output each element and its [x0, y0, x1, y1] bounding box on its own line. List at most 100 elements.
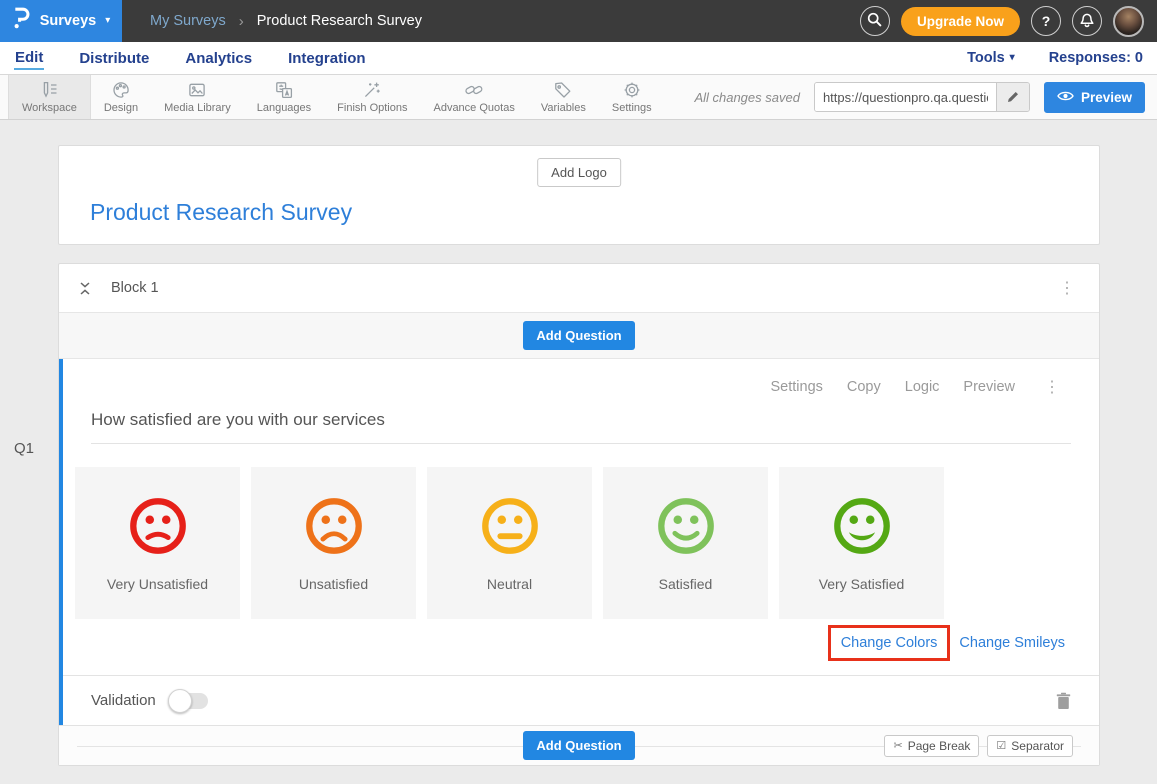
- tool-label: Languages: [256, 102, 312, 114]
- tool-label: Variables: [540, 102, 586, 114]
- add-question-button-top[interactable]: Add Question: [523, 321, 635, 350]
- question-settings-link[interactable]: Settings: [770, 379, 823, 395]
- question-logic-link[interactable]: Logic: [904, 379, 940, 395]
- block-menu-icon[interactable]: ⋮: [1059, 280, 1075, 297]
- chevron-down-icon: ▾: [105, 15, 111, 26]
- tool-finish-options[interactable]: Finish Options: [324, 75, 420, 119]
- option-label: Unsatisfied: [298, 575, 369, 592]
- block-header: Block 1 ⋮: [59, 264, 1099, 313]
- topbar-actions: Upgrade Now ?: [859, 5, 1157, 37]
- add-question-row-top: Add Question: [59, 313, 1099, 359]
- option-label: Satisfied: [658, 575, 713, 592]
- sad-face-icon: [129, 497, 186, 554]
- question-q1: Settings Copy Logic Preview ⋮ How satisf…: [59, 359, 1099, 725]
- footer-buttons: ✂ Page Break ☑ Separator: [884, 734, 1073, 757]
- tool-advance-quotas[interactable]: Advance Quotas: [420, 75, 527, 119]
- question-number-label: Q1: [14, 440, 35, 457]
- change-smileys-link[interactable]: Change Smileys: [959, 635, 1065, 651]
- toolbar-right: All changes saved Preview: [694, 75, 1157, 119]
- change-colors-link[interactable]: Change Colors: [840, 635, 938, 651]
- questionpro-logo-icon: [12, 6, 31, 36]
- translate-icon: [274, 80, 294, 99]
- eye-icon: [1057, 90, 1074, 105]
- tab-edit[interactable]: Edit: [14, 46, 45, 70]
- workspace-icon: [39, 80, 59, 99]
- magic-wand-icon: [362, 80, 382, 99]
- toggle-knob: [167, 688, 192, 713]
- bell-icon: [1079, 11, 1095, 31]
- page-break-button[interactable]: ✂ Page Break: [884, 734, 980, 757]
- tool-design[interactable]: Design: [91, 75, 151, 119]
- question-copy-link[interactable]: Copy: [846, 379, 881, 395]
- block-footer-row: Add Question ✂ Page Break ☑ Separator: [59, 725, 1099, 765]
- surveys-menu-label: Surveys: [39, 13, 97, 29]
- block-title[interactable]: Block 1: [111, 280, 159, 296]
- smiley-scale: Very Unsatisfied Unsatisfied: [75, 467, 1099, 619]
- question-text-field[interactable]: How satisfied are you with our services: [91, 410, 1071, 444]
- grin-face-icon: [833, 497, 890, 554]
- delete-question-button[interactable]: [1056, 692, 1071, 710]
- edit-url-button[interactable]: [995, 83, 1029, 111]
- tool-workspace[interactable]: Workspace: [8, 75, 91, 119]
- search-button[interactable]: [859, 6, 890, 36]
- help-button[interactable]: ?: [1031, 6, 1061, 36]
- question-preview-link[interactable]: Preview: [963, 379, 1015, 395]
- option-very-satisfied[interactable]: Very Satisfied: [779, 467, 944, 619]
- question-menu-icon[interactable]: ⋮: [1044, 379, 1060, 396]
- survey-header-card: Add Logo Product Research Survey: [58, 145, 1100, 245]
- editor-toolbar: Workspace Design Media Library Languages…: [0, 75, 1157, 120]
- app-logo-menu[interactable]: Surveys ▾: [0, 0, 122, 42]
- user-avatar[interactable]: [1113, 5, 1144, 37]
- section-tabs: Edit Distribute Analytics Integration To…: [0, 42, 1157, 75]
- tools-menu[interactable]: Tools ▾: [967, 50, 1015, 66]
- tool-label: Workspace: [22, 102, 77, 114]
- validation-label: Validation: [91, 692, 156, 709]
- breadcrumb: My Surveys › Product Research Survey: [150, 13, 422, 30]
- page-break-label: Page Break: [907, 738, 971, 753]
- neutral-face-icon: [481, 497, 538, 554]
- trash-icon: [1056, 692, 1071, 709]
- checkbox-icon: ☑: [996, 740, 1007, 752]
- notifications-button[interactable]: [1072, 6, 1102, 36]
- breadcrumb-separator-icon: ›: [238, 12, 244, 30]
- tool-variables[interactable]: Variables: [528, 75, 599, 119]
- tool-label: Settings: [611, 102, 652, 114]
- option-label: Very Unsatisfied: [106, 575, 209, 592]
- option-unsatisfied[interactable]: Unsatisfied: [251, 467, 416, 619]
- survey-url-group: [813, 82, 1030, 112]
- gear-icon: [622, 80, 642, 99]
- add-question-button-bottom[interactable]: Add Question: [523, 731, 635, 760]
- upgrade-now-button[interactable]: Upgrade Now: [900, 6, 1020, 36]
- tools-label: Tools: [967, 50, 1005, 66]
- tab-distribute[interactable]: Distribute: [79, 50, 150, 67]
- frown-face-icon: [305, 497, 362, 554]
- tabbar-right: Tools ▾ Responses: 0: [967, 50, 1143, 66]
- option-very-unsatisfied[interactable]: Very Unsatisfied: [75, 467, 240, 619]
- breadcrumb-current: Product Research Survey: [256, 13, 422, 29]
- tool-settings[interactable]: Settings: [599, 75, 665, 119]
- preview-label: Preview: [1080, 89, 1132, 105]
- separator-button[interactable]: ☑ Separator: [987, 734, 1073, 757]
- top-bar: Surveys ▾ My Surveys › Product Research …: [0, 0, 1157, 42]
- survey-url-input[interactable]: [814, 83, 996, 111]
- survey-title[interactable]: Product Research Survey: [90, 199, 353, 225]
- chain-links-icon: [464, 80, 484, 99]
- tab-integration[interactable]: Integration: [288, 50, 366, 67]
- block-card: Block 1 ⋮ Add Question Settings Copy Log…: [58, 263, 1100, 766]
- collapse-block-icon[interactable]: [78, 281, 92, 296]
- tool-label: Design: [103, 102, 139, 114]
- tool-languages[interactable]: Languages: [244, 75, 324, 119]
- add-logo-button[interactable]: Add Logo: [537, 158, 621, 187]
- breadcrumb-my-surveys[interactable]: My Surveys: [150, 13, 226, 29]
- preview-button[interactable]: Preview: [1043, 81, 1145, 113]
- option-satisfied[interactable]: Satisfied: [603, 467, 768, 619]
- save-status: All changes saved: [694, 89, 800, 105]
- option-label: Neutral: [486, 575, 533, 592]
- smile-face-icon: [657, 497, 714, 554]
- option-neutral[interactable]: Neutral: [427, 467, 592, 619]
- question-text[interactable]: How satisfied are you with our services: [91, 410, 385, 429]
- tool-media-library[interactable]: Media Library: [151, 75, 244, 119]
- scissors-icon: ✂: [893, 740, 903, 752]
- validation-toggle[interactable]: [167, 688, 208, 713]
- tab-analytics[interactable]: Analytics: [185, 50, 253, 67]
